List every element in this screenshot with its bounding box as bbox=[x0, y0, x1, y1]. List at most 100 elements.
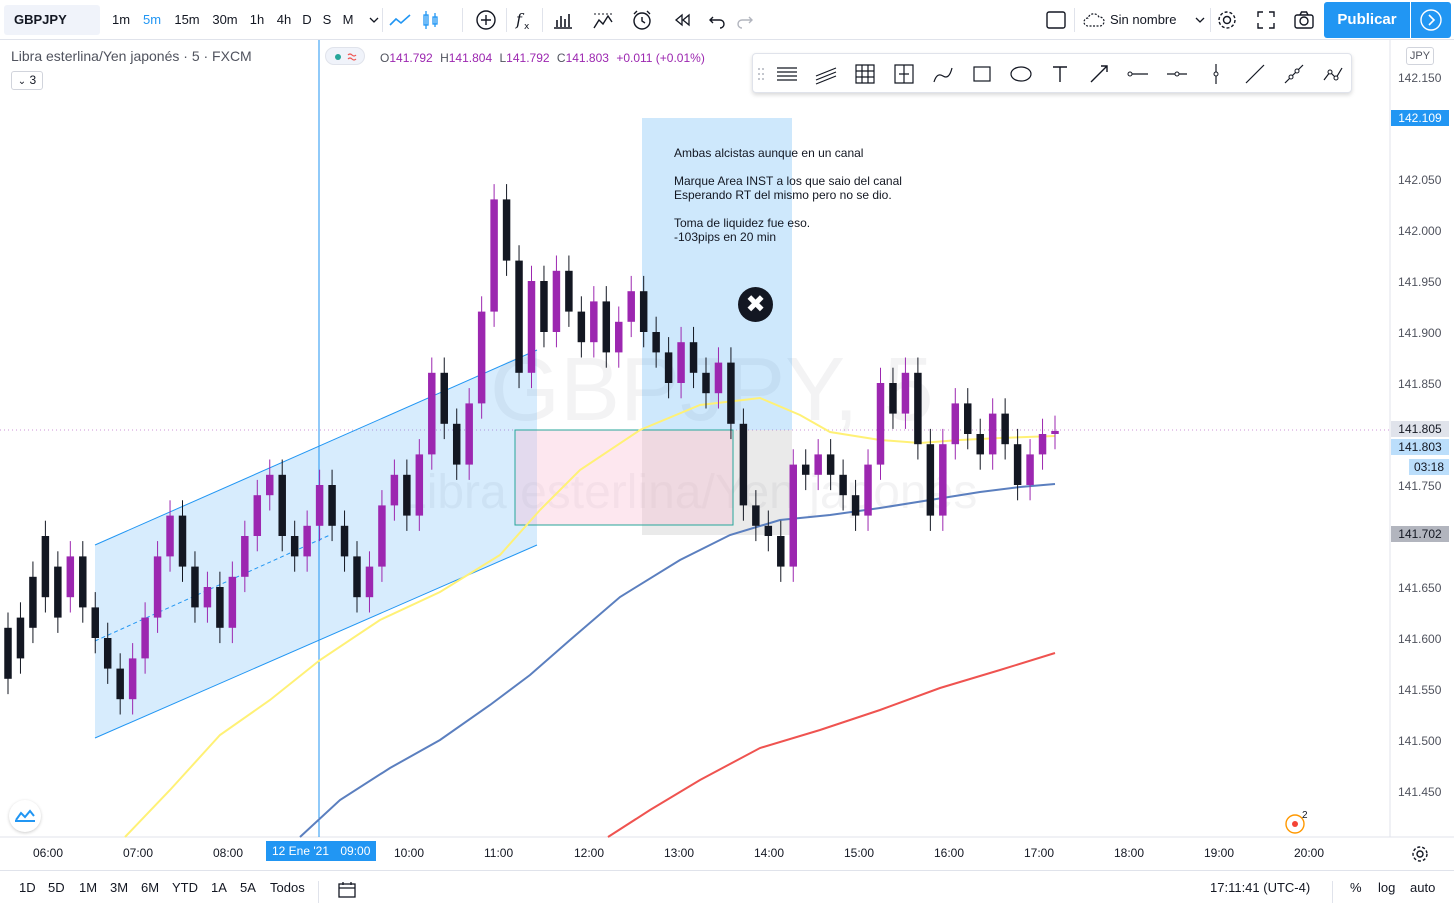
ma-fast-line[interactable] bbox=[124, 396, 1056, 838]
close-icon[interactable]: ✖ bbox=[738, 287, 773, 322]
parallel-channel[interactable] bbox=[95, 350, 537, 738]
gear-icon[interactable] bbox=[1215, 8, 1239, 32]
range-all[interactable]: Todos bbox=[270, 880, 305, 895]
interval-15m[interactable]: 15m bbox=[174, 12, 200, 27]
undo-icon[interactable] bbox=[705, 8, 729, 32]
change-value: +0.011 (+0.01%) bbox=[616, 51, 705, 65]
candle-body bbox=[577, 311, 586, 343]
extended-line-icon[interactable] bbox=[1282, 62, 1306, 86]
candle-body bbox=[826, 454, 835, 475]
ellipse-icon[interactable] bbox=[1009, 62, 1033, 86]
fullscreen-icon[interactable] bbox=[1254, 8, 1278, 32]
candle-body bbox=[864, 464, 872, 516]
horizontal-line-icon[interactable] bbox=[1165, 62, 1189, 86]
svg-text:f: f bbox=[515, 10, 525, 29]
chevron-down-icon: ⌄ bbox=[17, 76, 27, 87]
candles-icon[interactable] bbox=[418, 8, 442, 32]
horizontal-lines-icon[interactable] bbox=[775, 62, 799, 86]
rectangle-icon[interactable] bbox=[970, 62, 994, 86]
candle-body bbox=[440, 372, 448, 424]
close-value: 141.803 bbox=[565, 51, 609, 65]
redo-icon[interactable] bbox=[733, 8, 757, 32]
range-ytd[interactable]: YTD bbox=[172, 880, 198, 895]
candle-body bbox=[702, 372, 710, 394]
clock[interactable]: 17:11:41 (UTC-4) bbox=[1210, 880, 1311, 895]
vertical-line-icon[interactable] bbox=[1204, 62, 1228, 86]
auto-toggle[interactable]: auto bbox=[1410, 880, 1436, 895]
chevron-down-icon[interactable] bbox=[362, 8, 386, 32]
candle-body bbox=[839, 474, 847, 496]
brush-icon[interactable] bbox=[931, 62, 955, 86]
channel-mid-line bbox=[94, 534, 331, 642]
candle-body bbox=[951, 403, 960, 445]
indicator-count-badge[interactable]: ⌄ 3 bbox=[11, 71, 43, 90]
log-toggle[interactable]: log bbox=[1378, 880, 1396, 895]
horizontal-ray-icon[interactable] bbox=[1126, 62, 1150, 86]
line-chart-icon[interactable] bbox=[388, 8, 412, 32]
range-1a[interactable]: 1A bbox=[211, 880, 227, 895]
interval-d[interactable]: D bbox=[302, 12, 312, 27]
crosshair-date: 12 Ene '21 bbox=[272, 844, 330, 858]
tradingview-logo-icon[interactable] bbox=[9, 800, 41, 832]
gear-icon[interactable] bbox=[1409, 843, 1431, 870]
bottom-toolbar: 1D 5D 1M 3M 6M YTD 1A 5A Todos 17:11:41 … bbox=[0, 870, 1454, 914]
pitchfork-icon[interactable] bbox=[814, 62, 838, 86]
note-text[interactable]: Ambas alcistas aunque en un canal Marque… bbox=[674, 146, 902, 244]
candle-body bbox=[876, 383, 885, 465]
camera-icon[interactable] bbox=[1292, 8, 1316, 32]
publish-button[interactable]: Publicar bbox=[1324, 2, 1410, 38]
templates-icon[interactable] bbox=[591, 8, 615, 32]
goto-date-icon[interactable] bbox=[336, 879, 358, 906]
candle-body bbox=[615, 321, 623, 353]
publish-menu-button[interactable] bbox=[1411, 2, 1451, 38]
interval-4h[interactable]: 4h bbox=[276, 12, 292, 27]
symbol-search[interactable]: GBPJPY bbox=[4, 5, 100, 35]
drag-handle-icon[interactable] bbox=[757, 66, 765, 82]
interval-1h[interactable]: 1h bbox=[249, 12, 265, 27]
interval-s[interactable]: S bbox=[322, 12, 332, 27]
interval-m[interactable]: M bbox=[342, 12, 354, 27]
range-1d[interactable]: 1D bbox=[19, 880, 36, 895]
ma-mid-line[interactable] bbox=[299, 483, 1056, 838]
grey-zone[interactable] bbox=[642, 430, 792, 535]
low-value: 141.792 bbox=[506, 51, 550, 65]
fib-time-icon[interactable] bbox=[892, 62, 916, 86]
range-6m[interactable]: 6M bbox=[141, 880, 160, 895]
financials-icon[interactable] bbox=[551, 8, 575, 32]
range-5a[interactable]: 5A bbox=[240, 880, 256, 895]
range-5d[interactable]: 5D bbox=[48, 880, 65, 895]
range-1m[interactable]: 1M bbox=[79, 880, 98, 895]
currency-label[interactable]: JPY bbox=[1406, 47, 1434, 65]
candle-body bbox=[390, 474, 399, 506]
watermark-symbol: GBPJPY, 5 bbox=[490, 340, 934, 440]
path-icon[interactable] bbox=[1321, 62, 1345, 86]
range-3m[interactable]: 3M bbox=[110, 880, 129, 895]
alert-clock-icon[interactable] bbox=[630, 8, 654, 32]
interval-1m[interactable]: 1m bbox=[111, 12, 131, 27]
candle-body bbox=[988, 413, 997, 455]
market-status-pill[interactable] bbox=[325, 47, 365, 65]
percent-toggle[interactable]: % bbox=[1350, 880, 1362, 895]
trend-line-icon[interactable] bbox=[1243, 62, 1267, 86]
candle-body bbox=[415, 454, 424, 516]
alert-bell-icon[interactable] bbox=[1284, 813, 1306, 835]
candle-body bbox=[727, 362, 735, 424]
close-label: C bbox=[556, 51, 566, 65]
compare-add-icon[interactable] bbox=[474, 8, 498, 32]
gann-grid-icon[interactable] bbox=[853, 62, 877, 86]
fullscreen-layout-icon[interactable] bbox=[1044, 8, 1068, 32]
candle-body bbox=[166, 515, 174, 557]
interval-5m[interactable]: 5m bbox=[142, 12, 162, 27]
interval-30m[interactable]: 30m bbox=[212, 12, 238, 27]
chart-title[interactable]: Libra esterlina/Yen japonés · 5 · FXCM bbox=[11, 48, 252, 64]
institutional-area[interactable] bbox=[514, 429, 734, 526]
replay-icon[interactable] bbox=[670, 8, 694, 32]
text-icon[interactable] bbox=[1048, 62, 1072, 86]
arrow-icon[interactable] bbox=[1087, 62, 1111, 86]
cloud-icon[interactable] bbox=[1082, 8, 1106, 32]
ma-slow-line[interactable] bbox=[607, 652, 1056, 838]
layout-name[interactable]: Sin nombre bbox=[1110, 12, 1177, 27]
chevron-down-icon[interactable] bbox=[1188, 8, 1212, 32]
